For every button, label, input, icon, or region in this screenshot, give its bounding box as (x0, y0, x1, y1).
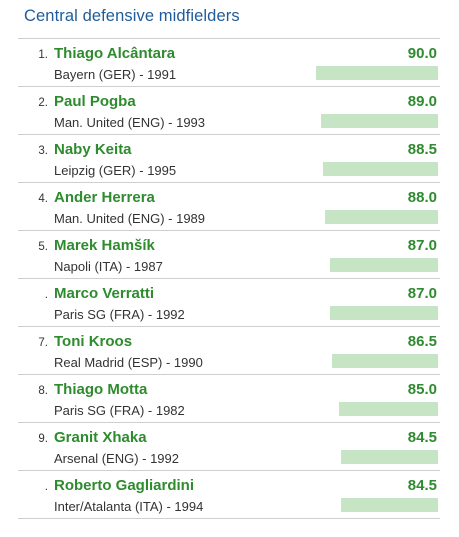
rank-label: 5. (38, 241, 48, 253)
player-list: 1. Thiago Alcântara Bayern (GER) - 1991 … (18, 38, 440, 519)
score-bar (338, 402, 438, 416)
player-name: Ander Herrera (54, 189, 155, 206)
player-score: 84.5 (407, 477, 437, 494)
player-score: 88.0 (407, 189, 437, 206)
player-info: Paris SG (FRA) - 1982 (54, 403, 185, 418)
list-item: 5. Marek Hamšík Napoli (ITA) - 1987 87.0 (18, 231, 440, 279)
player-info: Bayern (GER) - 1991 (54, 67, 177, 82)
list-item: 1. Thiago Alcântara Bayern (GER) - 1991 … (18, 39, 440, 87)
player-info: Real Madrid (ESP) - 1990 (54, 355, 203, 370)
rank-label: 3. (38, 145, 48, 157)
player-info: Paris SG (FRA) - 1992 (54, 307, 185, 322)
list-item: 8. Thiago Motta Paris SG (FRA) - 1982 85… (18, 375, 440, 423)
score-bar (322, 162, 438, 176)
page-title: Central defensive midfielders (24, 7, 240, 25)
rank-label: 2. (38, 97, 48, 109)
player-name: Granit Xhaka (54, 429, 147, 446)
list-item: 9. Granit Xhaka Arsenal (ENG) - 1992 84.… (18, 423, 440, 471)
rank-label: 1. (38, 49, 48, 61)
score-bar (329, 306, 438, 320)
player-name: Thiago Motta (54, 381, 148, 398)
score-bar (325, 210, 438, 224)
score-bar (320, 114, 438, 128)
player-score: 90.0 (407, 45, 437, 62)
player-score: 84.5 (407, 429, 437, 446)
list-item: . Marco Verratti Paris SG (FRA) - 1992 8… (18, 279, 440, 327)
player-score: 87.0 (407, 237, 437, 254)
list-item: 3. Naby Keita Leipzig (GER) - 1995 88.5 (18, 135, 440, 183)
player-score: 85.0 (407, 381, 437, 398)
player-info: Man. United (ENG) - 1989 (54, 211, 206, 226)
player-score: 86.5 (407, 333, 437, 350)
player-info: Napoli (ITA) - 1987 (54, 259, 163, 274)
player-name: Naby Keita (54, 141, 132, 158)
player-name: Toni Kroos (54, 333, 133, 350)
player-info: Inter/Atalanta (ITA) - 1994 (54, 499, 204, 514)
rank-label: 9. (38, 433, 48, 445)
score-bar (331, 354, 438, 368)
rank-label: . (44, 481, 48, 493)
list-item: . Roberto Gagliardini Inter/Atalanta (IT… (18, 471, 440, 519)
player-info: Leipzig (GER) - 1995 (54, 163, 177, 178)
score-bar (340, 450, 438, 464)
rank-label: . (44, 289, 48, 301)
player-name: Marek Hamšík (54, 237, 155, 254)
list-item: 4. Ander Herrera Man. United (ENG) - 198… (18, 183, 440, 231)
player-score: 87.0 (407, 285, 437, 302)
player-info: Man. United (ENG) - 1993 (54, 115, 206, 130)
player-score: 89.0 (407, 93, 437, 110)
score-bar (329, 258, 438, 272)
list-item: 7. Toni Kroos Real Madrid (ESP) - 1990 8… (18, 327, 440, 375)
player-name: Thiago Alcântara (54, 45, 176, 62)
rank-label: 8. (38, 385, 48, 397)
list-item: 2. Paul Pogba Man. United (ENG) - 1993 8… (18, 87, 440, 135)
score-bar (316, 66, 438, 80)
rank-label: 7. (38, 337, 48, 349)
player-info: Arsenal (ENG) - 1992 (54, 451, 179, 466)
player-name: Marco Verratti (54, 285, 155, 302)
player-name: Roberto Gagliardini (54, 477, 195, 494)
score-bar (340, 498, 438, 512)
player-score: 88.5 (407, 141, 437, 158)
rank-label: 4. (38, 193, 48, 205)
player-name: Paul Pogba (54, 93, 136, 110)
